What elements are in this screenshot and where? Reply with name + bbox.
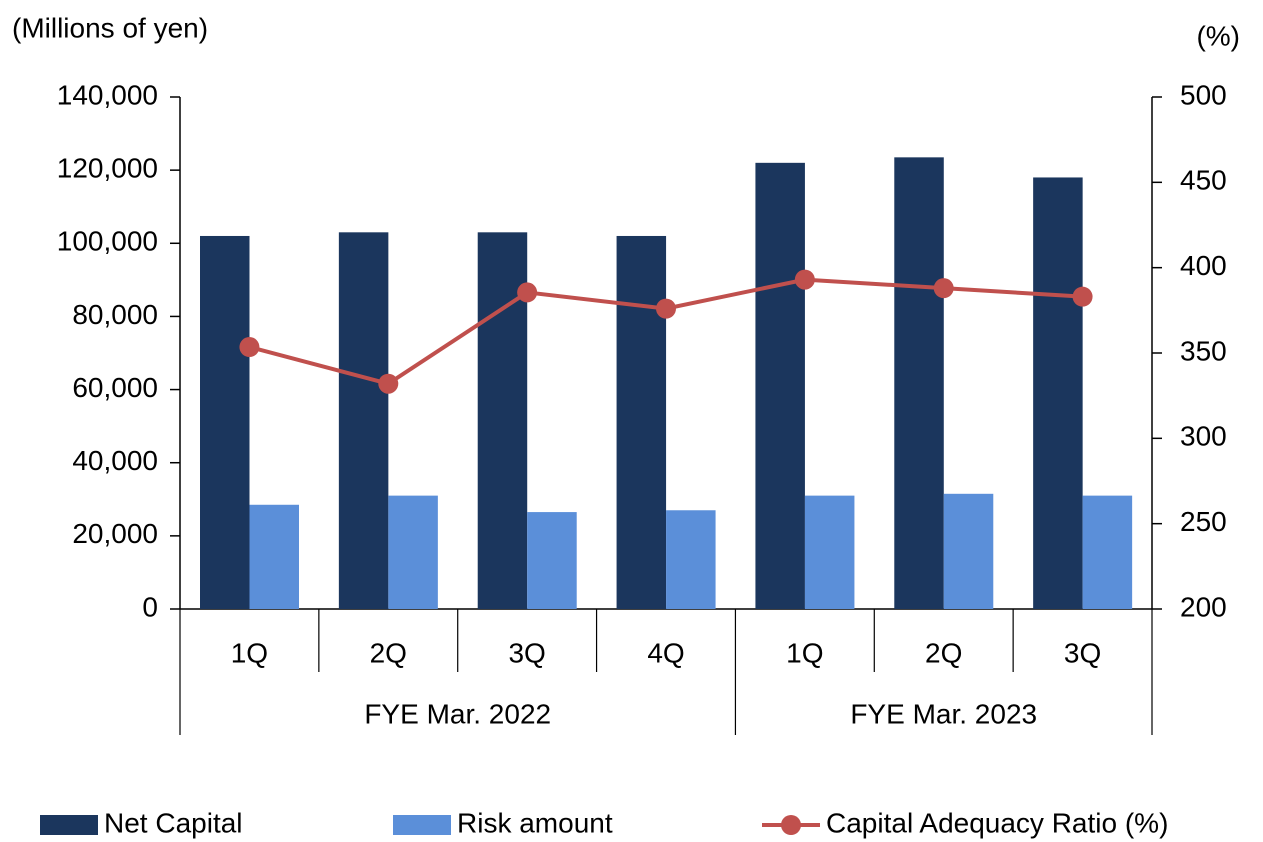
y2-tick-label: 500 [1180,79,1227,110]
y2-tick-label: 400 [1180,250,1227,281]
bar [527,512,577,609]
legend-marker [781,815,801,835]
x-tick-label: 2Q [925,637,962,668]
group-label: FYE Mar. 2022 [364,698,551,729]
y2-tick-label: 250 [1180,506,1227,537]
bar [388,495,438,609]
line-marker [378,373,399,394]
x-tick-label: 3Q [508,637,545,668]
line-marker [794,269,815,290]
bar [755,162,805,610]
line-marker [517,282,538,303]
legend-label: Risk amount [457,807,613,838]
group-label: FYE Mar. 2023 [850,698,1037,729]
bar [894,157,944,610]
bar [666,510,716,609]
y2-tick-label: 450 [1180,165,1227,196]
x-tick-label: 3Q [1064,637,1101,668]
bar [1082,495,1133,609]
y-tick-label: 140,000 [57,79,158,110]
y-axis-title: (Millions of yen) [12,12,208,43]
bar [616,235,667,609]
y-tick-label: 120,000 [57,153,158,184]
x-tick-label: 2Q [370,637,407,668]
legend-swatch [40,815,98,835]
y-tick-label: 20,000 [72,518,158,549]
x-tick-label: 1Q [231,637,268,668]
y-tick-label: 40,000 [72,445,158,476]
y-tick-label: 60,000 [72,372,158,403]
x-tick-label: 4Q [647,637,684,668]
x-tick-label: 1Q [786,637,823,668]
bar [804,495,855,609]
bar [249,504,299,609]
bar [338,232,389,610]
line-marker [933,278,954,299]
bar [200,235,250,609]
legend-label: Capital Adequacy Ratio (%) [826,807,1168,838]
y2-tick-label: 300 [1180,421,1227,452]
bar [1033,177,1083,609]
y2-axis-title: (%) [1196,20,1240,51]
line-marker [1072,286,1093,307]
line-marker [656,298,676,319]
legend-label: Net Capital [104,807,243,838]
bar [943,493,994,609]
y-tick-label: 80,000 [72,299,158,330]
y2-tick-label: 200 [1180,591,1227,622]
legend-swatch [393,815,451,835]
y-tick-label: 0 [142,591,158,622]
y-tick-label: 100,000 [57,226,158,257]
line-marker [239,337,260,358]
y2-tick-label: 350 [1180,335,1227,366]
